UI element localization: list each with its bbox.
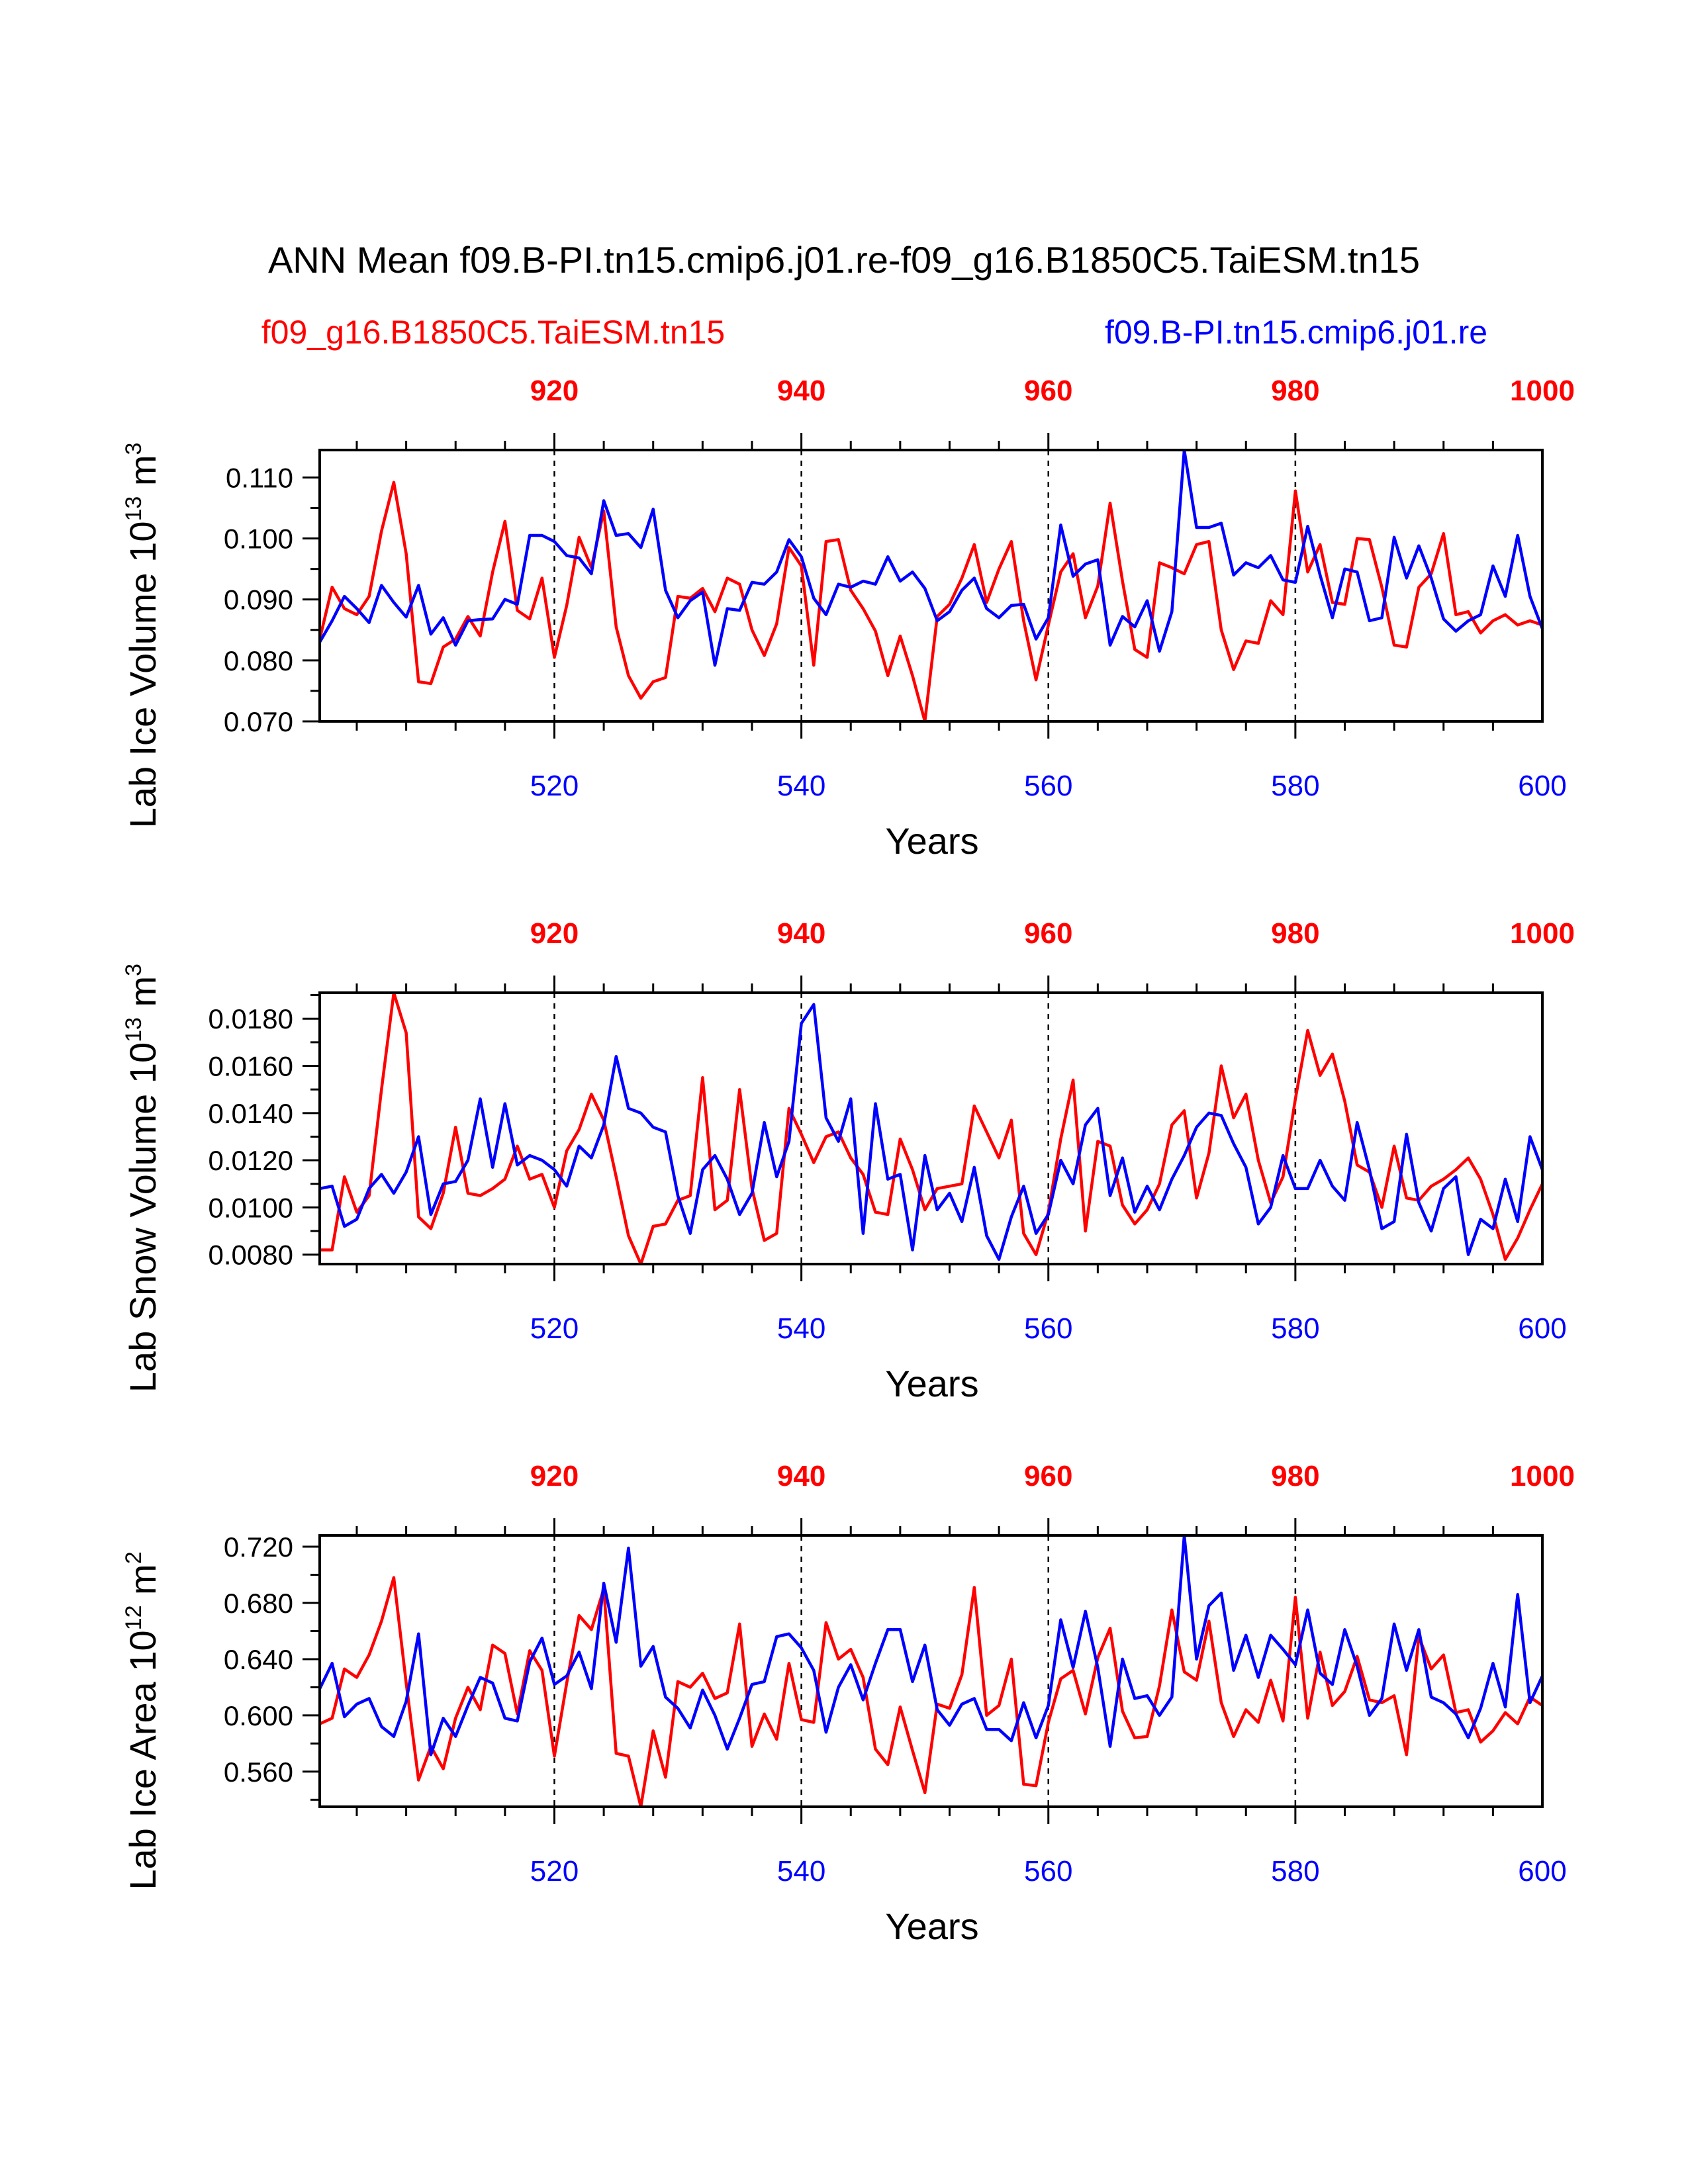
xtick-label-bottom-540: 540: [777, 1312, 825, 1345]
xtick-label-top-1000: 1000: [1510, 917, 1575, 950]
yaxis-label: Lab Ice Area 1012 m2: [121, 1551, 164, 1889]
xaxis-label: Years: [885, 1905, 978, 1947]
xtick-label-bottom-540: 540: [777, 770, 825, 802]
xtick-label-bottom-580: 580: [1271, 1312, 1319, 1345]
figure-title: ANN Mean f09.B-PI.tn15.cmip6.j01.re-f09_…: [268, 239, 1420, 281]
legend-right-label: f09.B-PI.tn15.cmip6.j01.re: [1105, 314, 1487, 351]
xtick-label-top-920: 920: [530, 917, 579, 950]
xtick-label-top-980: 980: [1271, 1460, 1319, 1492]
xtick-label-top-960: 960: [1024, 917, 1072, 950]
plot-frame: [318, 449, 1544, 723]
xtick-label-top-960: 960: [1024, 375, 1072, 407]
panel-1: 520 540 560 580 600 920 940 960 980 1000 0.070 0.08…: [121, 375, 1575, 862]
xtick-label-bottom-560: 560: [1024, 1312, 1072, 1345]
ytick-label: 0.0080: [209, 1240, 293, 1271]
xtick-label-top-980: 980: [1271, 917, 1319, 950]
yaxis-label: Lab Snow Volume 1013 m3: [121, 964, 164, 1392]
ytick-label: 0.0180: [209, 1003, 293, 1034]
ytick-label: 0.0120: [209, 1145, 293, 1176]
xtick-label-bottom-540: 540: [777, 1855, 825, 1888]
xtick-label-top-1000: 1000: [1510, 1460, 1575, 1492]
ytick-label: 0.100: [224, 523, 293, 555]
xtick-label-top-920: 920: [530, 1460, 579, 1492]
yaxis-label-part: 12: [121, 1606, 146, 1631]
yaxis-label: Lab Ice Volume 1013 m3: [121, 443, 164, 829]
yaxis-label-part: m: [122, 455, 164, 496]
xtick-label-top-920: 920: [530, 375, 579, 407]
plot-frame: [318, 991, 1544, 1265]
yaxis-label-part: Lab Ice Area 10: [122, 1630, 164, 1889]
xtick-label-top-940: 940: [777, 375, 825, 407]
xtick-label-bottom-560: 560: [1024, 1855, 1072, 1888]
yaxis-label-part: Lab Ice Volume 10: [122, 522, 164, 829]
xaxis-label: Years: [885, 820, 978, 862]
series-line-blue: [320, 450, 1542, 667]
ytick-label: 0.680: [224, 1588, 293, 1619]
yaxis-label-part: m: [122, 976, 164, 1017]
xaxis-label: Years: [885, 1363, 978, 1404]
xtick-label-bottom-580: 580: [1271, 1855, 1319, 1888]
xtick-label-top-1000: 1000: [1510, 375, 1575, 407]
ytick-label: 0.080: [224, 645, 293, 676]
series-line-blue: [320, 1535, 1542, 1756]
xtick-label-top-980: 980: [1271, 375, 1319, 407]
xtick-label-top-940: 940: [777, 1460, 825, 1492]
series-line-red: [320, 1576, 1542, 1807]
panel-2: 520 540 560 580 600 920 940 960 980 1000 0.0080 0.0…: [121, 917, 1575, 1404]
yaxis-label-part: 3: [121, 443, 146, 455]
yaxis-label-part: Lab Snow Volume 10: [122, 1042, 164, 1392]
xtick-label-bottom-560: 560: [1024, 770, 1072, 802]
xtick-label-bottom-600: 600: [1518, 1312, 1566, 1345]
series-line-blue: [320, 1003, 1542, 1261]
ytick-label: 0.0160: [209, 1051, 293, 1082]
ytick-label: 0.640: [224, 1644, 293, 1675]
ytick-label: 0.110: [226, 462, 293, 493]
xtick-label-bottom-520: 520: [530, 1312, 579, 1345]
series-line-red: [320, 993, 1542, 1264]
xtick-label-bottom-580: 580: [1271, 770, 1319, 802]
ytick-label: 0.0100: [209, 1192, 293, 1223]
ytick-label: 0.070: [224, 706, 293, 737]
ytick-label: 0.600: [224, 1700, 293, 1731]
series-line-red: [320, 480, 1542, 721]
ytick-label: 0.0140: [209, 1098, 293, 1129]
yaxis-label-part: 3: [121, 964, 146, 976]
xtick-label-bottom-600: 600: [1518, 770, 1566, 802]
xtick-label-bottom-520: 520: [530, 770, 579, 802]
ytick-label: 0.720: [224, 1531, 293, 1563]
yaxis-label-part: 2: [121, 1551, 146, 1564]
legend-left-label: f09_g16.B1850C5.TaiESM.tn15: [261, 314, 726, 351]
yaxis-label-part: 13: [121, 496, 146, 522]
yaxis-label-part: m: [122, 1564, 164, 1605]
ytick-label: 0.560: [224, 1756, 293, 1788]
panel-3: 520 540 560 580 600 920 940 960 980 1000 0.560 0.60…: [121, 1460, 1575, 1947]
plot-frame: [318, 1534, 1544, 1808]
xtick-label-bottom-600: 600: [1518, 1855, 1566, 1888]
yaxis-label-part: 13: [121, 1017, 146, 1042]
xtick-label-bottom-520: 520: [530, 1855, 579, 1888]
xtick-label-top-960: 960: [1024, 1460, 1072, 1492]
ytick-label: 0.090: [224, 584, 293, 615]
panels-group: 520 540 560 580 600 920 940 960 980 1000 0.070 0.08…: [121, 375, 1575, 1947]
xtick-label-top-940: 940: [777, 917, 825, 950]
